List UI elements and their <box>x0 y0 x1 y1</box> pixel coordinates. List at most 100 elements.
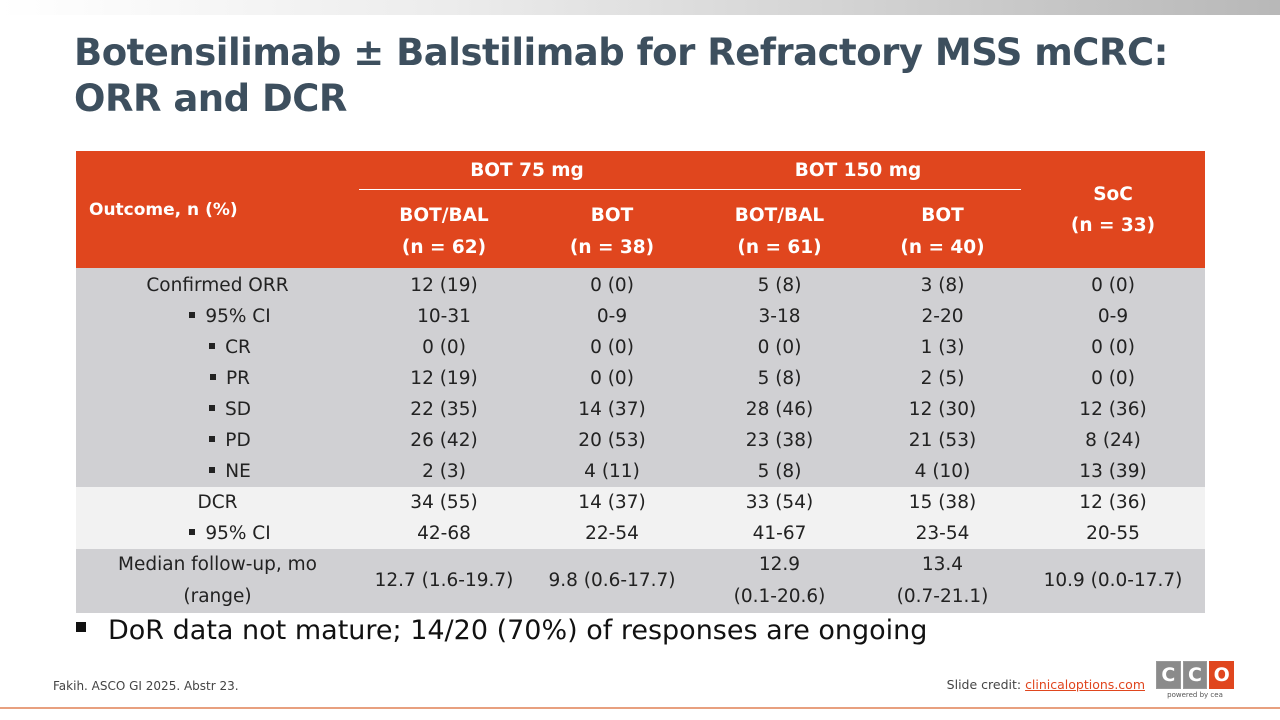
slide-credit: Slide credit: clinicaloptions.com <box>947 677 1145 692</box>
cell-line: (0.1-20.6) <box>733 586 826 607</box>
table-cell: 3-18 <box>695 301 864 332</box>
logo-tagline: powered by cea <box>1167 691 1223 699</box>
bullet-icon <box>209 374 216 380</box>
table-cell: 0 (0) <box>695 332 864 363</box>
table-row-cr: CR 0 (0) 0 (0) 0 (0) 1 (3) 0 (0) <box>76 332 1205 363</box>
table-row-dcr-ci: 95% CI 42-68 22-54 41-67 23-54 20-55 <box>76 518 1205 549</box>
table-cell: 28 (46) <box>695 394 864 425</box>
bullet-icon <box>209 343 216 349</box>
table-cell: 12 (19) <box>359 363 529 394</box>
row-label: 95% CI <box>205 306 271 327</box>
table-cell: 0 (0) <box>1021 268 1205 301</box>
citation: Fakih. ASCO GI 2025. Abstr 23. <box>53 679 239 693</box>
table-cell: 12 (36) <box>1021 394 1205 425</box>
table-cell: 22 (35) <box>359 394 529 425</box>
table-row-confirmed-orr: Confirmed ORR 12 (19) 0 (0) 5 (8) 3 (8) … <box>76 268 1205 301</box>
logo-letter: C <box>1182 661 1208 689</box>
table-cell: 12 (19) <box>359 268 529 301</box>
header-outcome: Outcome, n (%) <box>76 151 359 268</box>
bullet-icon <box>189 529 196 535</box>
bullet-icon <box>189 312 196 318</box>
logo-letter: C <box>1156 661 1181 689</box>
table-cell: 13.4 (0.7-21.1) <box>864 549 1021 613</box>
row-label: Median follow-up, mo <box>118 554 317 575</box>
table-cell: 34 (55) <box>359 487 529 518</box>
table-cell: 2-20 <box>864 301 1021 332</box>
table-row-sd: SD 22 (35) 14 (37) 28 (46) 12 (30) 12 (3… <box>76 394 1205 425</box>
table-cell: 0 (0) <box>359 332 529 363</box>
square-bullet-icon <box>76 621 86 632</box>
bottom-divider <box>0 707 1280 709</box>
table-cell: 33 (54) <box>695 487 864 518</box>
row-label-cell: NE <box>76 456 359 487</box>
table-row-dcr: DCR 34 (55) 14 (37) 33 (54) 15 (38) 12 (… <box>76 487 1205 518</box>
table-cell: 4 (10) <box>864 456 1021 487</box>
table-row-pd: PD 26 (42) 20 (53) 23 (38) 21 (53) 8 (24… <box>76 425 1205 456</box>
header-group-bot150: BOT 150 mg <box>695 151 1021 191</box>
header-col-4: BOT (n = 40) <box>864 191 1021 268</box>
table-cell: 41-67 <box>695 518 864 549</box>
credit-link[interactable]: clinicaloptions.com <box>1025 677 1145 692</box>
table-row-orr-ci: 95% CI 10-31 0-9 3-18 2-20 0-9 <box>76 301 1205 332</box>
table-cell: 0 (0) <box>1021 332 1205 363</box>
footnote-text: DoR data not mature; 14/20 (70%) of resp… <box>108 615 928 646</box>
header-group-bot75: BOT 75 mg <box>359 151 695 191</box>
cell-line: 9.8 (0.6-17.7) <box>548 570 676 591</box>
table-cell: 20 (53) <box>529 425 695 456</box>
cco-logo: C C O powered by cea <box>1156 661 1235 705</box>
bullet-icon <box>209 467 216 473</box>
table-cell: 42-68 <box>359 518 529 549</box>
table-cell: 10.9 (0.0-17.7) <box>1021 549 1205 613</box>
column-arm: BOT/BAL <box>399 204 489 226</box>
table-row-median-followup: Median follow-up, mo (range) 12.7 (1.6-1… <box>76 549 1205 613</box>
outcomes-table: Outcome, n (%) BOT 75 mg BOT 150 mg SoC … <box>76 151 1205 613</box>
bullet-icon <box>209 405 215 411</box>
column-arm: BOT/BAL <box>734 204 825 226</box>
table-cell: 0 (0) <box>529 332 695 363</box>
table-cell: 14 (37) <box>529 487 695 518</box>
header-col-1: BOT/BAL (n = 62) <box>359 191 529 268</box>
header-soc: SoC (n = 33) <box>1021 151 1205 268</box>
column-arm: BOT <box>590 204 634 226</box>
row-label: Confirmed ORR <box>76 268 359 301</box>
table-cell: 14 (37) <box>529 394 695 425</box>
header-col-2: BOT (n = 38) <box>529 191 695 268</box>
table-cell: 15 (38) <box>864 487 1021 518</box>
table-row-ne: NE 2 (3) 4 (11) 5 (8) 4 (10) 13 (39) <box>76 456 1205 487</box>
row-label: PD <box>225 430 251 451</box>
row-label: DCR <box>76 487 359 518</box>
column-n: (n = 61) <box>737 236 822 258</box>
table-row-pr: PR 12 (19) 0 (0) 5 (8) 2 (5) 0 (0) <box>76 363 1205 394</box>
slide-title: Botensilimab ± Balstilimab for Refractor… <box>74 31 1168 120</box>
table-cell: 1 (3) <box>864 332 1021 363</box>
cell-line: 12.9 <box>758 554 801 575</box>
row-label: NE <box>225 461 251 482</box>
column-arm: BOT <box>921 204 964 226</box>
table-cell: 3 (8) <box>864 268 1021 301</box>
table-cell: 5 (8) <box>695 363 864 394</box>
table-cell: 20-55 <box>1021 518 1205 549</box>
table-cell: 23 (38) <box>695 425 864 456</box>
row-label-cell: 95% CI <box>76 301 359 332</box>
row-label-cell: CR <box>76 332 359 363</box>
table-cell: 26 (42) <box>359 425 529 456</box>
table-cell: 0 (0) <box>529 268 695 301</box>
table-cell: 9.8 (0.6-17.7) <box>529 549 695 613</box>
table-cell: 0 (0) <box>529 363 695 394</box>
cell-line: 12.7 (1.6-19.7) <box>374 570 514 591</box>
table-cell: 5 (8) <box>695 456 864 487</box>
table-cell: 4 (11) <box>529 456 695 487</box>
table-cell: 2 (5) <box>864 363 1021 394</box>
cell-line: 13.4 <box>921 554 964 575</box>
row-label: CR <box>225 337 251 358</box>
table-cell: 5 (8) <box>695 268 864 301</box>
table-cell: 12.7 (1.6-19.7) <box>359 549 529 613</box>
row-label-cell: PD <box>76 425 359 456</box>
table-cell: 12 (30) <box>864 394 1021 425</box>
row-label: PR <box>225 368 250 389</box>
column-arm: SoC <box>1093 183 1133 205</box>
row-label-sub: (range) <box>183 586 252 607</box>
table-cell: 0-9 <box>529 301 695 332</box>
bullet-icon <box>209 436 216 442</box>
table-cell: 10-31 <box>359 301 529 332</box>
